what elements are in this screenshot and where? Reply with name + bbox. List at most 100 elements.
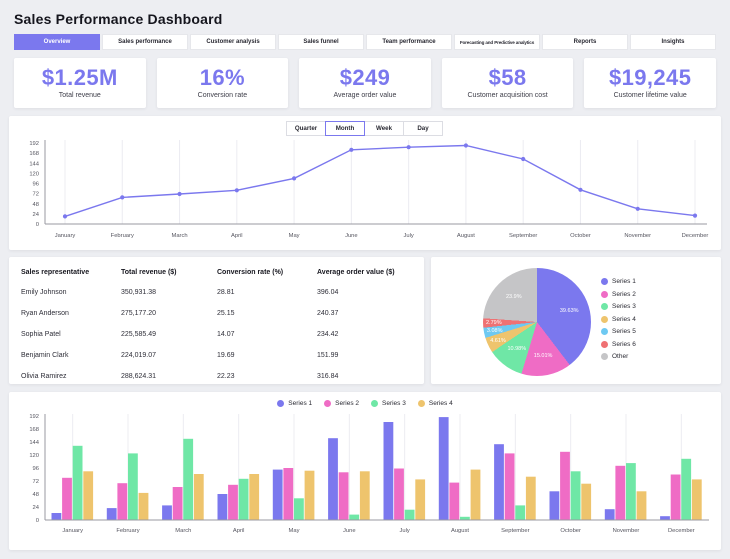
x-axis-tick-label: July: [400, 528, 410, 534]
pie-legend-item-series-5[interactable]: Series 5: [601, 328, 636, 335]
bar-series-2-december[interactable]: [670, 474, 681, 521]
bar-series-1-may[interactable]: [272, 469, 283, 520]
bar-series-3-march[interactable]: [183, 438, 194, 521]
bar-series-4-april[interactable]: [249, 474, 260, 520]
bar-series-2-september[interactable]: [504, 453, 515, 520]
bar-series-1-january[interactable]: [51, 513, 62, 520]
line-data-point[interactable]: [234, 188, 239, 193]
bar-series-2-november[interactable]: [615, 465, 626, 520]
tab-team-performance[interactable]: Team performance: [366, 34, 452, 50]
bar-series-3-may[interactable]: [294, 498, 304, 520]
pie-legend-item-series-3[interactable]: Series 3: [601, 303, 636, 310]
x-axis-tick-label: March: [171, 233, 187, 239]
bar-series-1-june[interactable]: [328, 438, 338, 520]
pie-legend-item-series-4[interactable]: Series 4: [601, 315, 636, 323]
pie-legend-item-series-6[interactable]: Series 6: [601, 340, 636, 348]
bar-series-1-december[interactable]: [660, 516, 670, 520]
line-chart[interactable]: 0 24 48 72 96 120 144 168 192 January February Marc…: [9, 136, 715, 242]
bar-series-2-october[interactable]: [560, 451, 570, 521]
bar-series-4-january[interactable]: [83, 471, 94, 521]
bar-chart[interactable]: 0 24 48 72 96 120 144 168 192 January February Marc…: [9, 410, 715, 548]
kpi-label: Customer lifetime value: [613, 92, 687, 99]
pie-legend-item-other[interactable]: Other: [601, 353, 636, 360]
line-data-point[interactable]: [463, 143, 469, 148]
period-option-week[interactable]: Week: [364, 121, 404, 136]
bar-series-4-august[interactable]: [470, 469, 481, 520]
bar-series-4-june[interactable]: [359, 471, 370, 521]
line-data-point[interactable]: [120, 195, 125, 200]
legend-dot-icon: [371, 399, 378, 407]
bar-series-3-february[interactable]: [128, 453, 138, 520]
x-axis-tick-label: August: [451, 528, 469, 534]
bar-series-2-march[interactable]: [172, 487, 183, 520]
line-data-point[interactable]: [692, 213, 698, 218]
bar-legend-item-series-2[interactable]: Series 2: [324, 398, 359, 408]
period-option-quarter[interactable]: Quarter: [286, 121, 326, 136]
line-data-point[interactable]: [406, 145, 411, 150]
bar-legend-item-series-4[interactable]: Series 4: [417, 398, 453, 408]
bar-series-2-may[interactable]: [283, 468, 294, 520]
sales-rep-table: Sales representative Total revenue ($) Con…: [21, 267, 412, 387]
table-cell: 288,624.31: [121, 373, 157, 380]
bar-series-4-february[interactable]: [138, 492, 149, 520]
bar-series-4-september[interactable]: [525, 476, 536, 520]
bar-series-2-february[interactable]: [117, 483, 128, 520]
bar-series-2-april[interactable]: [228, 484, 238, 520]
table-cell: 224,019.07: [121, 352, 157, 359]
bar-series-1-february[interactable]: [106, 508, 117, 520]
bar-series-3-april[interactable]: [238, 478, 249, 520]
bar-series-1-august[interactable]: [438, 417, 449, 520]
bar-series-1-november[interactable]: [604, 509, 615, 520]
bar-series-2-july[interactable]: [394, 468, 404, 521]
bar-series-4-may[interactable]: [304, 470, 315, 520]
bar-series-2-june[interactable]: [338, 472, 349, 520]
period-option-month[interactable]: Month: [325, 121, 365, 136]
bar-series-1-october[interactable]: [549, 491, 560, 520]
kpi-card-customer-acquisition-cost: $58 Customer acquisition cost: [441, 58, 574, 108]
bar-series-3-january[interactable]: [72, 445, 83, 520]
bar-series-1-april[interactable]: [217, 494, 228, 520]
line-data-point[interactable]: [291, 176, 297, 181]
bar-series-2-january[interactable]: [62, 477, 72, 521]
bar-series-4-november[interactable]: [636, 491, 647, 520]
legend-dot-icon: [417, 399, 425, 407]
tab-insights[interactable]: Insights: [630, 34, 716, 50]
y-axis-tick-label: 144: [29, 440, 39, 446]
tab-reports[interactable]: Reports: [542, 34, 628, 50]
bar-series-3-november[interactable]: [626, 463, 636, 520]
bar-series-3-august[interactable]: [460, 516, 470, 521]
line-data-point[interactable]: [177, 191, 182, 197]
pie-chart[interactable]: [483, 268, 591, 376]
bar-series-3-july[interactable]: [404, 509, 415, 520]
bar-series-4-march[interactable]: [193, 474, 204, 520]
tab-sales-performance[interactable]: Sales performance: [102, 34, 188, 50]
bar-series-3-october[interactable]: [570, 471, 581, 521]
column-header-average-order-value: Average order value ($): [317, 269, 395, 276]
pie-legend-item-series-1[interactable]: Series 1: [601, 278, 636, 285]
tab-overview[interactable]: Overview: [14, 34, 100, 50]
line-data-point[interactable]: [521, 156, 526, 162]
bar-legend-item-series-1[interactable]: Series 1: [277, 398, 312, 408]
line-data-point[interactable]: [578, 187, 583, 192]
line-data-point[interactable]: [62, 214, 68, 219]
bar-series-4-october[interactable]: [581, 483, 592, 520]
bar-series-4-july[interactable]: [415, 479, 426, 520]
bar-series-1-july[interactable]: [383, 422, 394, 520]
period-option-day[interactable]: Day: [403, 121, 443, 136]
kpi-card-average-order-value: $249 Average order value: [299, 58, 431, 108]
bar-series-1-september[interactable]: [494, 444, 504, 520]
bar-series-4-december[interactable]: [691, 479, 702, 520]
bar-series-2-august[interactable]: [449, 482, 460, 520]
bar-legend-item-series-3[interactable]: Series 3: [371, 398, 406, 408]
bar-series-3-september[interactable]: [515, 505, 526, 520]
tab-sales-funnel[interactable]: Sales funnel: [278, 34, 364, 50]
tab-forecasting-and-predictive-analytics[interactable]: Forecasting and Predictive analytics: [454, 34, 540, 50]
kpi-label: Total revenue: [58, 92, 101, 99]
tab-customer-analysis[interactable]: Customer analysis: [190, 34, 276, 50]
pie-legend-item-series-2[interactable]: Series 2: [601, 290, 636, 298]
line-data-point[interactable]: [349, 147, 354, 152]
line-data-point[interactable]: [635, 206, 640, 211]
bar-series-3-december[interactable]: [681, 458, 692, 520]
bar-series-1-march[interactable]: [162, 505, 172, 520]
bar-series-3-june[interactable]: [349, 514, 360, 520]
